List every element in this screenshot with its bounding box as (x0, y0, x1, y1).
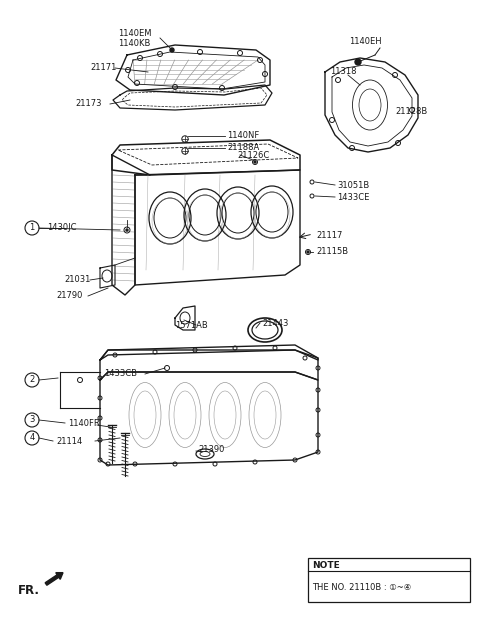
Text: 21173: 21173 (75, 99, 101, 108)
Text: 21443: 21443 (262, 319, 288, 327)
Text: 1433CB: 1433CB (104, 370, 137, 378)
Text: 21790: 21790 (56, 291, 83, 301)
Circle shape (307, 251, 309, 253)
Text: 21188A: 21188A (227, 143, 259, 153)
Text: 21114: 21114 (56, 436, 82, 446)
Text: 11318: 11318 (330, 68, 357, 76)
Text: 4: 4 (29, 433, 35, 443)
Text: 1140KB: 1140KB (118, 40, 150, 48)
Text: 21031: 21031 (64, 275, 90, 285)
Text: NOTE: NOTE (312, 560, 340, 570)
Text: THE NO. 21110B : ①~④: THE NO. 21110B : ①~④ (312, 583, 411, 593)
Text: 1140EM: 1140EM (118, 29, 152, 37)
Text: 21115B: 21115B (316, 247, 348, 257)
Circle shape (126, 229, 128, 231)
Text: 1140NF: 1140NF (227, 131, 259, 141)
Circle shape (170, 48, 174, 52)
Text: 1433CE: 1433CE (337, 192, 370, 202)
Text: 1140EH: 1140EH (349, 37, 382, 46)
Text: 21128B: 21128B (395, 107, 427, 117)
Text: 31051B: 31051B (337, 180, 369, 190)
Text: 1140FR: 1140FR (68, 418, 100, 428)
Text: 21171: 21171 (90, 63, 116, 73)
FancyArrow shape (45, 573, 63, 585)
Text: 21390: 21390 (198, 446, 224, 454)
Bar (308, 558, 470, 602)
Text: 21117: 21117 (316, 231, 342, 241)
Text: 1571AB: 1571AB (175, 321, 208, 329)
Circle shape (355, 59, 361, 65)
Text: 2: 2 (29, 376, 35, 384)
Text: 21126C: 21126C (237, 151, 269, 159)
Circle shape (254, 161, 256, 163)
Text: FR.: FR. (18, 583, 40, 596)
Text: 1: 1 (29, 223, 35, 232)
Text: 1430JC: 1430JC (47, 223, 76, 232)
Text: 3: 3 (29, 415, 35, 425)
